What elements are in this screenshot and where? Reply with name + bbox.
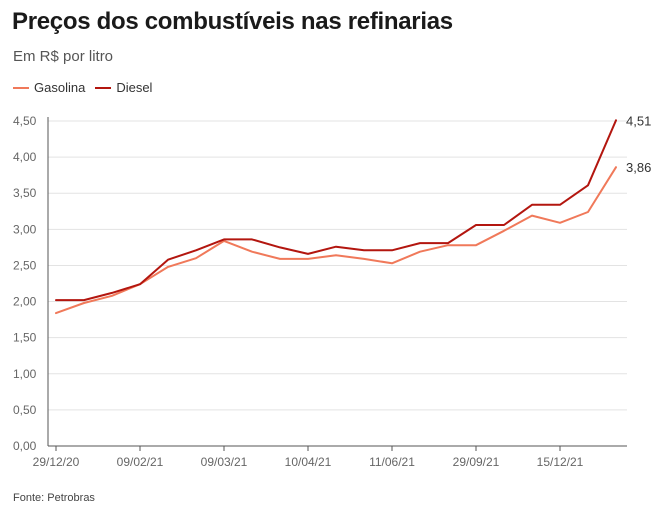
x-tick-label: 11/06/21 — [369, 455, 415, 469]
x-tick-label: 29/12/20 — [33, 455, 80, 469]
x-tick-label: 09/02/21 — [117, 455, 164, 469]
legend-label-diesel: Diesel — [116, 80, 153, 95]
y-tick-label: 4,50 — [13, 114, 37, 128]
x-tick-label: 10/04/21 — [285, 455, 332, 469]
y-tick-label: 3,00 — [13, 222, 37, 236]
x-tick-label: 15/12/21 — [537, 455, 584, 469]
y-tick-label: 1,50 — [13, 331, 37, 345]
label-layer: 0,00 0,50 1,00 1,50 2,00 2,50 3,00 3,50 4,00 4,50… — [13, 113, 651, 469]
legend-item-diesel: Diesel — [95, 80, 152, 95]
y-tick-label: 0,00 — [13, 439, 37, 453]
y-tick-label: 1,00 — [13, 367, 37, 381]
x-tick-label: 09/03/21 — [201, 455, 248, 469]
source-note: Fonte: Petrobras — [13, 492, 95, 504]
legend-item-gasolina: Gasolina — [13, 80, 85, 95]
legend-label-gasolina: Gasolina — [34, 80, 86, 95]
grid-layer — [47, 117, 627, 451]
chart-subtitle: Em R$ por litro — [13, 48, 114, 65]
y-tick-label: 2,50 — [13, 258, 37, 272]
end-label-diesel: 4,51 — [626, 113, 651, 128]
chart-title: Preços dos combustíveis nas refinarias — [12, 8, 453, 35]
y-tick-label: 4,00 — [13, 150, 37, 164]
series-layer — [55, 119, 617, 315]
y-tick-label: 3,50 — [13, 186, 37, 200]
y-tick-label: 0,50 — [13, 403, 37, 417]
legend-swatch-diesel — [95, 86, 112, 89]
chart-legend: Gasolina Diesel — [13, 80, 162, 95]
x-tick-label: 29/09/21 — [453, 455, 500, 469]
legend-swatch-gasolina — [13, 86, 29, 89]
series-line-gasolina — [55, 166, 617, 315]
end-label-gasolina: 3,86 — [626, 160, 651, 175]
y-tick-label: 2,00 — [13, 295, 37, 309]
series-line-diesel — [55, 119, 617, 302]
